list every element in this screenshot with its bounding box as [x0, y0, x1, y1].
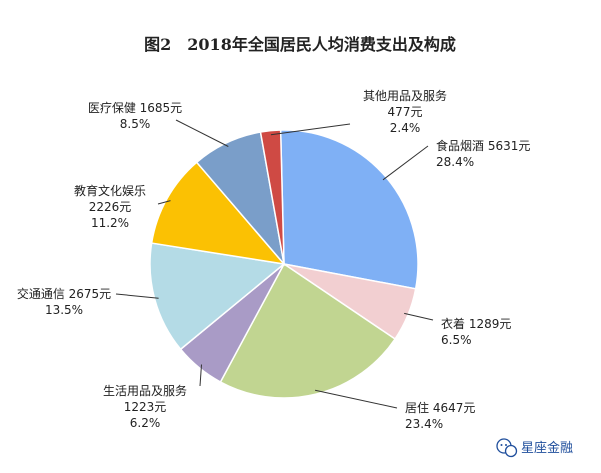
slice-label-line: 食品烟酒 5631元 [436, 138, 530, 153]
slice-label-line: 28.4% [436, 155, 474, 169]
slice-label-4: 交通通信 2675元 13.5% [17, 286, 111, 317]
slice-label-line: 6.5% [441, 333, 472, 347]
slice-label-5: 教育文化娱乐 2226元 11.2% [74, 183, 146, 230]
pie-slice-4 [149, 242, 286, 351]
slice-label-line: 1223元 [124, 400, 167, 414]
slice-label-line: 13.5% [45, 303, 83, 317]
pie-slices [149, 129, 419, 399]
leader-line-2 [314, 389, 398, 409]
leader-line-6 [175, 119, 229, 147]
slice-label-line: 8.5% [120, 117, 151, 131]
pie-slice-2 [219, 262, 397, 399]
watermark: 星座金融 [496, 438, 573, 458]
slice-label-line: 11.2% [91, 216, 129, 230]
pie-slice-7 [259, 129, 285, 265]
slice-label-2: 居住 4647元 23.4% [405, 401, 475, 431]
slice-label-line: 医疗保健 1685元 [88, 101, 182, 115]
slice-label-line: 6.2% [130, 416, 161, 430]
slice-labels: 食品烟酒 5631元 28.4% 衣着 1289元 6.5% 居住 4647元 23.4%… [17, 88, 531, 431]
slice-label-line: 生活用品及服务 [103, 383, 187, 398]
slice-label-3: 生活用品及服务 1223元 6.2% [103, 383, 187, 430]
slice-label-line: 其他用品及服务 [363, 88, 447, 103]
slice-label-line: 2226元 [89, 200, 132, 214]
watermark-text: 星座金融 [521, 440, 573, 456]
leader-line-4 [115, 293, 159, 299]
leader-line-7 [270, 123, 351, 136]
slice-label-line: 23.4% [405, 417, 443, 431]
pie-slice-5 [150, 161, 286, 266]
slice-label-line: 教育文化娱乐 [74, 183, 146, 198]
slice-label-line: 居住 4647元 [405, 401, 475, 415]
pie-slice-0 [279, 129, 419, 290]
wechat-icon [496, 438, 518, 458]
chart-title: 图2 2018年全国居民人均消费支出及构成 [144, 35, 456, 54]
slice-label-7: 其他用品及服务 477元 2.4% [363, 88, 447, 135]
slice-label-line: 交通通信 2675元 [17, 286, 111, 301]
leader-line-0 [382, 145, 429, 181]
leader-lines [115, 119, 434, 409]
slice-label-line: 477元 [388, 105, 423, 119]
slice-label-0: 食品烟酒 5631元 28.4% [436, 138, 530, 169]
slice-label-line: 2.4% [390, 121, 421, 135]
leader-line-1 [404, 312, 434, 321]
leader-line-5 [157, 200, 171, 205]
leader-line-3 [199, 364, 202, 387]
slice-label-1: 衣着 1289元 6.5% [441, 316, 511, 347]
slice-label-line: 衣着 1289元 [441, 316, 511, 331]
slice-label-6: 医疗保健 1685元 8.5% [88, 101, 182, 131]
